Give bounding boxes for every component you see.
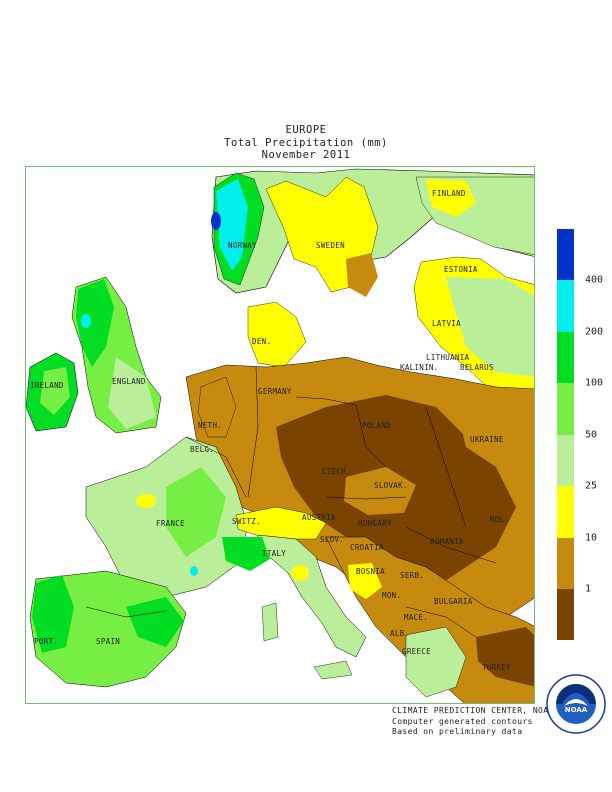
map-title-block: EUROPE Total Precipitation (mm) November… [0,124,612,162]
region-scotland-cyan [81,314,91,328]
legend-tick-1: 1 [585,583,592,595]
map-canvas [26,168,534,703]
label-ireland: IRELAND [30,381,64,390]
noaa-logo-icon: NOAA [546,674,606,734]
precipitation-map: FINLAND SWEDEN NORWAY ESTONIA LATVIA LIT… [25,166,535,704]
region-turkey-brown [476,627,534,687]
legend-tick-25: 25 [585,480,598,492]
label-greece: GREECE [402,647,431,656]
label-mace: MACE. [404,613,429,622]
label-latvia: LATVIA [432,319,461,328]
region-england-pale [108,357,156,429]
map-title-variable: Total Precipitation (mm) [224,136,388,149]
label-kaliningrad: KALININ. [400,363,439,372]
region-norway-blue [211,212,221,230]
label-germany: GERMANY [258,387,292,396]
region-benelux-brown [197,376,237,438]
label-poland: POLAND [362,421,391,430]
label-estonia: ESTONIA [444,265,478,274]
label-hungary: HUNGARY [358,519,392,528]
region-finland-yellow [426,179,476,217]
label-ukraine: UKRAINE [470,435,504,444]
region-italy-green [255,534,367,658]
label-serb: SERB. [400,571,425,580]
legend-tick-10: 10 [585,532,598,544]
noaa-logo: NOAA [546,674,606,734]
region-sardinia [261,602,279,642]
region-france-yellow [136,494,156,508]
label-france: FRANCE [156,519,185,528]
label-bosnia: BOSNIA [356,567,385,576]
label-den: DEN. [252,337,272,346]
region-sicily [313,660,353,680]
label-port: PORT. [34,637,59,646]
noaa-logo-text: NOAA [565,706,588,714]
region-iberia-green [32,575,74,653]
label-spain: SPAIN [96,637,121,646]
region-ukraine-brown [456,407,534,486]
label-turkey: TURKEY [482,663,511,672]
color-legend: 400 200 100 50 25 10 1 [557,229,603,640]
label-bulgaria: BULGARIA [434,597,473,606]
region-italy-cyan [190,566,198,576]
label-finland: FINLAND [432,189,466,198]
map-title-period: November 2011 [261,149,351,161]
label-england: ENGLAND [112,377,146,386]
label-lithuania: LITHUANIA [426,353,470,362]
country-borders [85,366,497,638]
label-slov: SLOV. [320,535,345,544]
label-belarus: BELARUS [460,363,494,372]
legend-tick-100: 100 [585,377,604,389]
label-belg: BELG. [190,445,215,454]
label-italy: ITALY [262,549,287,558]
label-mol: MOL. [490,515,510,524]
label-switz: SWITZ. [232,517,261,526]
legend-bin-25-50 [557,435,574,486]
legend-bin-100-200 [557,332,574,383]
label-austria: AUSTRIA [302,513,336,522]
legend-tick-50: 50 [585,429,598,441]
region-baltics-green [446,277,534,377]
map-title-region: EUROPE [285,124,327,136]
label-romania: ROMANIA [430,537,464,546]
region-denmark-yellow [247,301,307,368]
legend-tick-400: 400 [585,274,604,286]
legend-bin-200-400 [557,280,574,332]
region-britain-darkgreen [76,279,114,367]
label-czech: CZECH. [322,467,351,476]
region-hungary-brown [344,467,416,515]
region-adriatic-yellow [291,565,309,581]
credit-footer: CLIMATE PREDICTION CENTER, NOAA Computer… [392,706,554,738]
footer-line-2: Computer generated contours [392,716,533,726]
label-alb: ALB. [390,629,410,638]
region-iberia-green2 [126,597,184,647]
footer-line-3: Based on preliminary data [392,727,523,736]
region-greece-green [405,626,467,698]
label-croatia: CROATIA [350,543,384,552]
label-sweden: SWEDEN [316,241,345,250]
region-ireland-light [40,367,70,415]
label-norway: NORWAY [228,241,257,250]
legend-bin-50-100 [557,383,574,435]
footer-line-1: CLIMATE PREDICTION CENTER, NOAA [392,706,554,715]
legend-bin-10-25 [557,486,574,538]
region-italy-darkgreen [222,537,270,571]
legend-bin-400-plus [557,229,574,280]
label-slovak: SLOVAK. [374,481,408,490]
region-bosnia-yellow [348,563,382,599]
label-neth: NETH. [198,421,223,430]
region-sweden-brown [346,253,378,297]
legend-bin-0-1 [557,589,574,640]
region-norway-cyan [216,179,248,271]
region-france-light [166,467,226,557]
label-mon: MON. [382,591,402,600]
region-alps-yellow [235,506,327,540]
legend-tick-200: 200 [585,326,604,338]
legend-bin-1-10 [557,538,574,589]
